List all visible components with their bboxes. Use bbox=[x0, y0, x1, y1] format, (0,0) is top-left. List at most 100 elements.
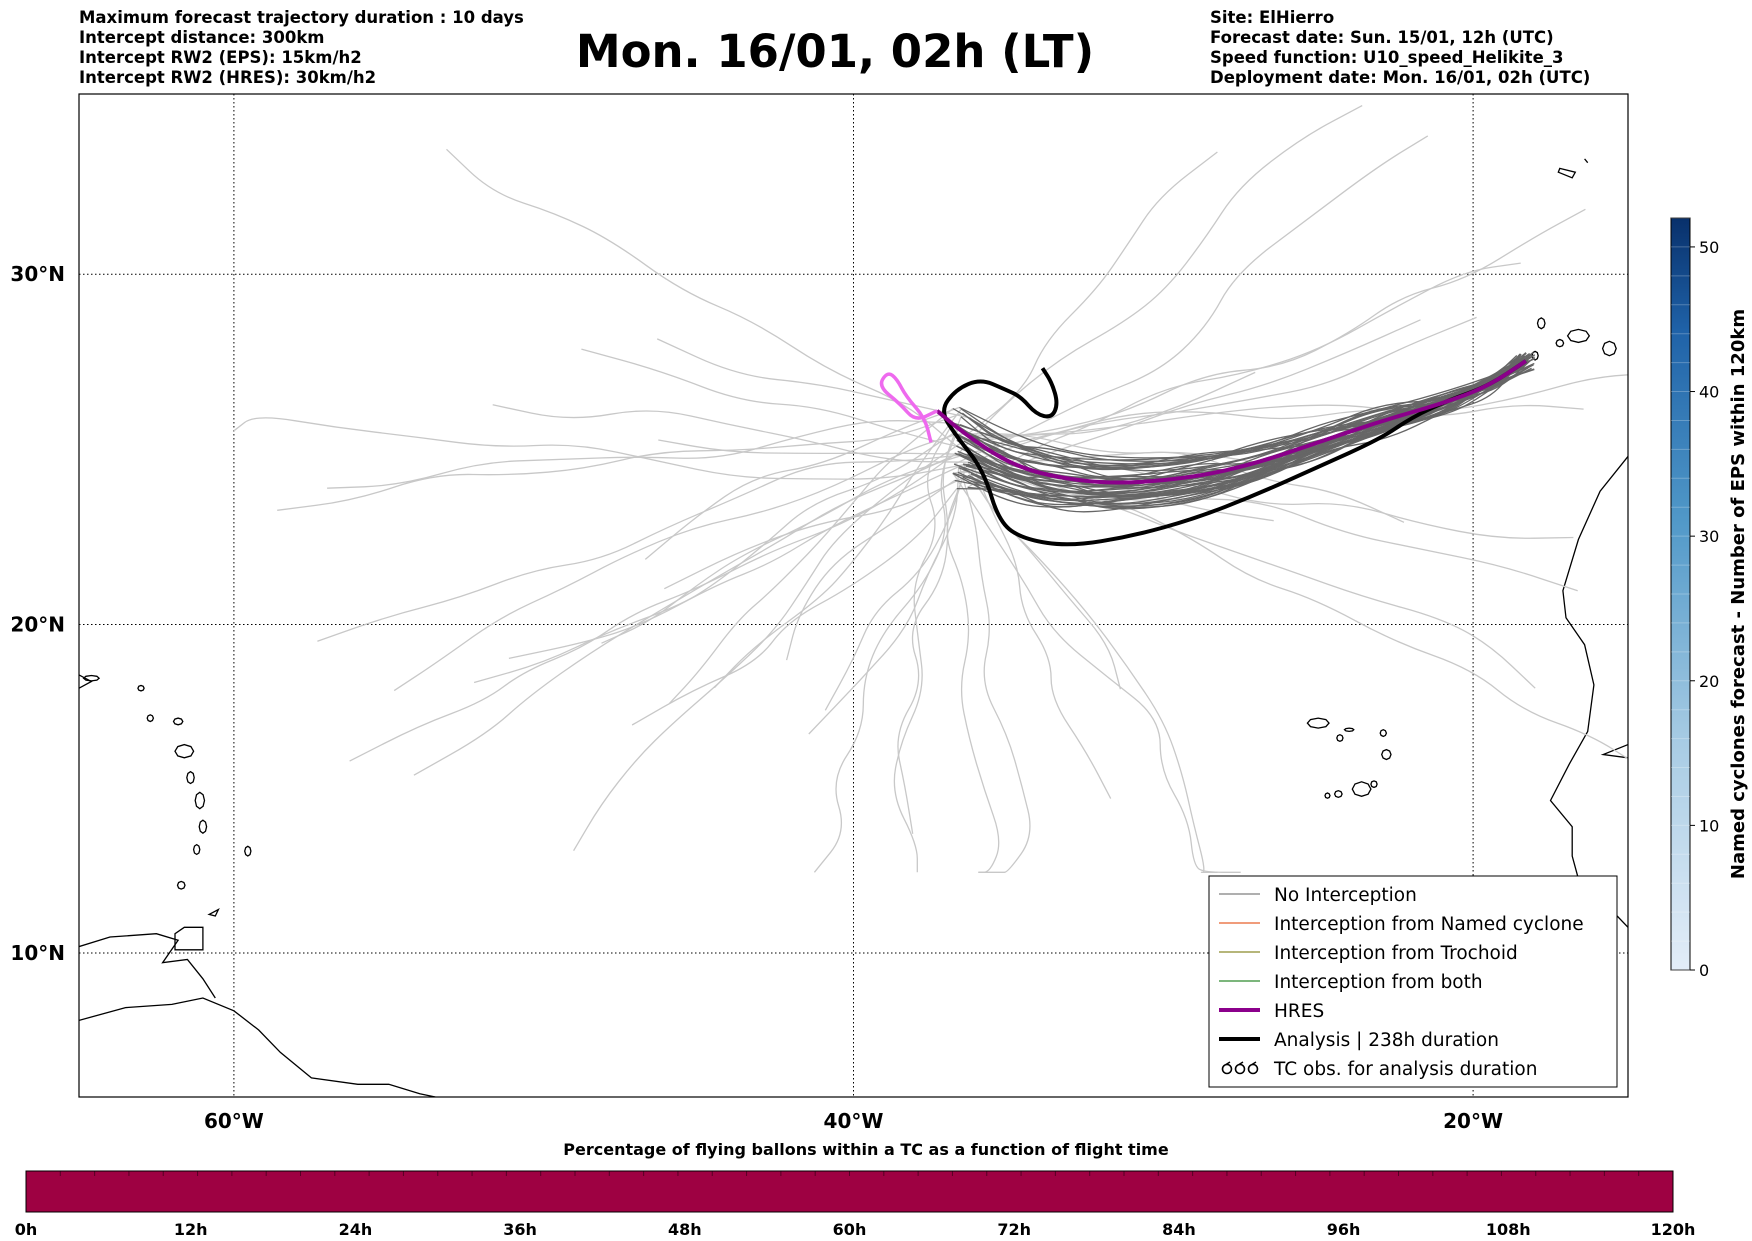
eps-trajectory-tail bbox=[968, 453, 1112, 799]
eps-trajectory bbox=[962, 358, 1521, 510]
header-line: Intercept RW2 (EPS): 15km/h2 bbox=[79, 48, 362, 67]
eps-trajectory-tail bbox=[446, 148, 957, 447]
eps-trajectory-tail bbox=[317, 453, 969, 642]
island-outline bbox=[174, 743, 195, 759]
eps-trajectory-tail bbox=[970, 374, 1628, 454]
tc-symbol-tail bbox=[1251, 1061, 1257, 1066]
header-left-info: Maximum forecast trajectory duration : 1… bbox=[79, 8, 524, 88]
eps-trajectory-tail bbox=[893, 422, 954, 873]
island-outline bbox=[207, 908, 220, 917]
eps-trajectory-tail bbox=[970, 208, 1586, 443]
map-area bbox=[79, 94, 1673, 1097]
eps-trajectory-tail bbox=[966, 151, 1218, 436]
tc-symbol-tail bbox=[1225, 1061, 1231, 1066]
eps-trajectory-tail bbox=[958, 465, 1031, 873]
legend-label: Interception from Trochoid bbox=[1274, 943, 1518, 964]
colorbar-bottom-tick-label: 108h bbox=[1486, 1220, 1531, 1239]
colorbar-bottom-tick-label: 0h bbox=[15, 1220, 38, 1239]
header-line: Intercept distance: 300km bbox=[79, 28, 325, 47]
legend-label: Interception from Named cyclone bbox=[1274, 914, 1584, 935]
eps-trajectory-tail bbox=[713, 408, 962, 689]
colorbar-bottom-tick-label: 72h bbox=[997, 1220, 1031, 1239]
island-outline bbox=[1601, 340, 1617, 357]
island-outline bbox=[1380, 748, 1392, 761]
island-outline bbox=[137, 684, 145, 692]
eps-trajectory-tail bbox=[958, 105, 1363, 455]
colorbar-bottom-tick-label: 12h bbox=[174, 1220, 208, 1239]
colorbar-bottom-tick-label: 120h bbox=[1651, 1220, 1696, 1239]
island-outline bbox=[1557, 167, 1577, 179]
eps-trajectory-tail bbox=[969, 316, 1477, 464]
axis-labels: 60°W 40°W 20°W 10°N 20°N 30°N bbox=[10, 262, 1503, 1133]
header-line: Speed function: U10_speed_Helikite_3 bbox=[1210, 48, 1564, 67]
island-outline bbox=[82, 674, 101, 682]
tc-symbol-tail bbox=[1238, 1061, 1244, 1066]
header-right-info: Site: ElHierro Forecast date: Sun. 15/01… bbox=[1210, 8, 1590, 88]
colorbar-bottom-bar bbox=[25, 1170, 1674, 1213]
header-line: Deployment date: Mon. 16/01, 02h (UTC) bbox=[1210, 68, 1591, 87]
header-line: Site: ElHierro bbox=[1210, 8, 1335, 27]
lon-label: 40°W bbox=[824, 1109, 884, 1133]
island-outline bbox=[1566, 328, 1591, 344]
legend-label: HRES bbox=[1274, 1001, 1324, 1022]
coastline bbox=[79, 933, 216, 999]
island-outline bbox=[1336, 733, 1344, 743]
colorbar-bottom-tick-label: 24h bbox=[339, 1220, 373, 1239]
colorbar-bottom: Percentage of flying ballons within a TC… bbox=[15, 1140, 1696, 1239]
eps-trajectory bbox=[956, 367, 1532, 497]
colorbar-label: Named cyclones forecast - Number of EPS … bbox=[1728, 309, 1749, 879]
coastline bbox=[79, 674, 93, 689]
eps-trajectory-tail bbox=[349, 453, 956, 762]
eps-trajectory-tail bbox=[581, 348, 971, 451]
analysis-track bbox=[942, 359, 1527, 547]
island-outline bbox=[176, 880, 186, 890]
island-outline bbox=[194, 791, 206, 810]
island-outline bbox=[1555, 338, 1565, 348]
eps-trajectory bbox=[967, 353, 1521, 508]
island-outline bbox=[244, 845, 252, 857]
legend-label: Analysis | 238h duration bbox=[1274, 1030, 1499, 1051]
island-outline bbox=[1645, 327, 1673, 338]
island-outline bbox=[1324, 792, 1331, 799]
header-line: Intercept RW2 (HRES): 30km/h2 bbox=[79, 68, 377, 87]
eps-trajectory-tail bbox=[492, 404, 969, 463]
eps-trajectory-tail bbox=[327, 420, 954, 489]
page-title: Mon. 16/01, 02h (LT) bbox=[575, 25, 1095, 78]
colorbar-tick-label: 10 bbox=[1699, 816, 1719, 835]
eps-trajectory-tail bbox=[508, 463, 964, 660]
eps-trajectory bbox=[952, 354, 1536, 470]
colorbar-bottom-label: Percentage of flying ballons within a TC… bbox=[563, 1140, 1169, 1159]
island-outline bbox=[1370, 780, 1378, 789]
island-outline bbox=[1351, 781, 1372, 797]
lat-label: 30°N bbox=[10, 262, 65, 286]
island-outline bbox=[198, 819, 208, 835]
island-outline bbox=[1333, 790, 1343, 798]
island-outline bbox=[1306, 717, 1330, 729]
legend-box bbox=[1208, 875, 1618, 1088]
eps-trajectories-long bbox=[233, 105, 1628, 873]
colorbar-tick-label: 50 bbox=[1699, 238, 1719, 257]
eps-trajectory-tail bbox=[644, 406, 960, 560]
eps-trajectory-tail bbox=[785, 479, 956, 661]
map-frame bbox=[78, 93, 1629, 1098]
eps-trajectory-tail bbox=[631, 488, 958, 726]
hres-track-start bbox=[879, 372, 938, 443]
colorbar-bottom-tick-label: 60h bbox=[833, 1220, 867, 1239]
eps-trajectory-tail bbox=[413, 453, 957, 776]
eps-trajectory-tail bbox=[897, 416, 962, 834]
lat-label: 20°N bbox=[10, 613, 65, 637]
eps-trajectory-tail bbox=[813, 424, 961, 873]
legend-label: No Interception bbox=[1274, 885, 1417, 906]
lon-label: 60°W bbox=[204, 1109, 264, 1133]
island-outline bbox=[1536, 317, 1546, 330]
island-outline bbox=[172, 717, 184, 726]
coastline bbox=[1584, 158, 1589, 164]
island-outline bbox=[186, 770, 195, 785]
eps-trajectory-tail bbox=[952, 472, 1241, 873]
hres-track bbox=[935, 359, 1527, 485]
eps-trajectory-tail bbox=[233, 417, 968, 480]
legend: No Interception Interception from Named c… bbox=[1208, 875, 1618, 1088]
eps-trajectory-tail bbox=[668, 407, 954, 705]
eps-trajectory-tail bbox=[658, 439, 968, 455]
